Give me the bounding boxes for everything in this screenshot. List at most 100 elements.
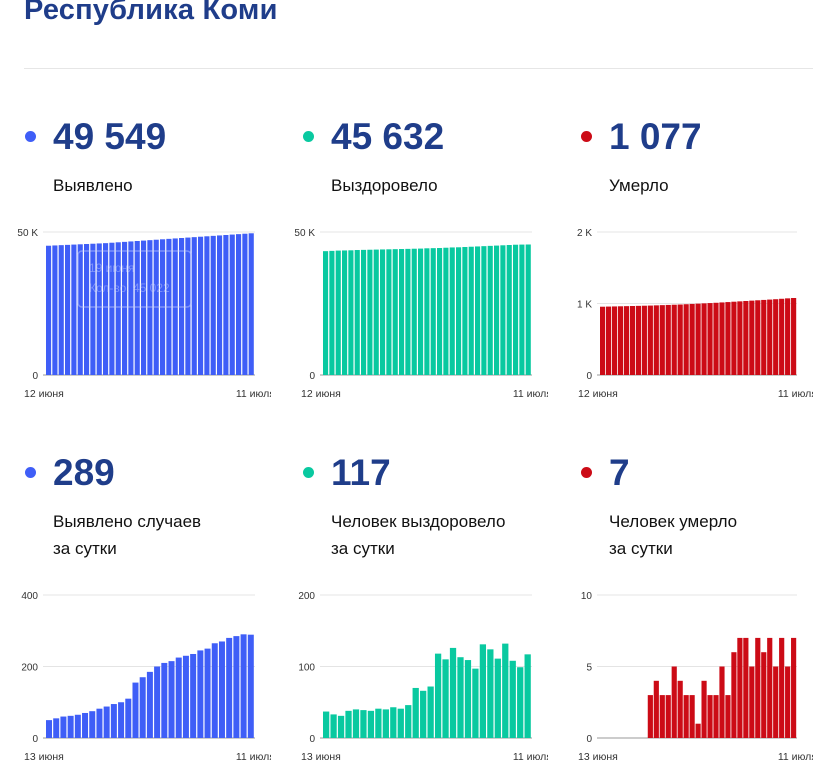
bar[interactable] <box>390 707 397 738</box>
bar[interactable] <box>175 657 182 738</box>
bar[interactable] <box>743 637 749 738</box>
bar[interactable] <box>502 643 509 738</box>
bar[interactable] <box>677 304 683 375</box>
bar[interactable] <box>449 247 455 375</box>
bar[interactable] <box>118 702 125 738</box>
bar[interactable] <box>46 245 52 375</box>
bar[interactable] <box>96 243 102 375</box>
bar[interactable] <box>659 305 665 375</box>
bar[interactable] <box>500 245 506 375</box>
bar[interactable] <box>247 634 254 738</box>
bar[interactable] <box>361 249 367 375</box>
bar[interactable] <box>506 245 512 375</box>
bar[interactable] <box>683 695 689 738</box>
bar[interactable] <box>695 303 701 375</box>
bar[interactable] <box>352 709 360 738</box>
bar[interactable] <box>139 677 146 738</box>
bar[interactable] <box>240 634 247 738</box>
bar[interactable] <box>749 666 755 739</box>
bar[interactable] <box>405 705 412 738</box>
bar[interactable] <box>449 647 457 738</box>
bar[interactable] <box>375 708 382 738</box>
bar[interactable] <box>354 250 360 375</box>
bar[interactable] <box>791 637 797 738</box>
bar[interactable] <box>60 716 67 738</box>
bar[interactable] <box>457 657 464 738</box>
bar[interactable] <box>382 709 389 738</box>
bar[interactable] <box>218 641 225 738</box>
bar[interactable] <box>141 240 147 375</box>
bar[interactable] <box>397 708 404 738</box>
bar[interactable] <box>182 655 189 738</box>
bar[interactable] <box>611 306 618 375</box>
bar[interactable] <box>360 710 367 738</box>
bar[interactable] <box>779 298 785 375</box>
bar[interactable] <box>479 644 487 738</box>
bar[interactable] <box>524 654 531 738</box>
bar[interactable] <box>110 704 117 738</box>
bar[interactable] <box>725 695 731 738</box>
bar[interactable] <box>242 233 248 375</box>
bar[interactable] <box>399 249 405 375</box>
bar[interactable] <box>653 680 659 738</box>
bar[interactable] <box>160 239 166 375</box>
bar[interactable] <box>420 690 427 738</box>
bar[interactable] <box>168 661 175 738</box>
bar[interactable] <box>146 671 153 738</box>
bar[interactable] <box>84 244 90 375</box>
bar[interactable] <box>115 242 121 375</box>
bar[interactable] <box>665 304 671 375</box>
bar[interactable] <box>647 695 653 738</box>
bar[interactable] <box>204 648 211 738</box>
bar[interactable] <box>345 710 352 738</box>
bar[interactable] <box>755 637 761 738</box>
bar[interactable] <box>430 248 436 375</box>
bar[interactable] <box>342 250 348 375</box>
bar[interactable] <box>713 695 719 738</box>
bar[interactable] <box>65 244 71 375</box>
bar[interactable] <box>226 637 233 738</box>
bar[interactable] <box>509 660 516 738</box>
bar[interactable] <box>233 636 240 738</box>
bar[interactable] <box>348 250 354 375</box>
bar[interactable] <box>337 715 345 738</box>
bar[interactable] <box>166 238 172 375</box>
bar[interactable] <box>665 695 671 738</box>
bar[interactable] <box>132 682 139 738</box>
bar[interactable] <box>46 720 53 738</box>
bar[interactable] <box>153 239 159 375</box>
bar[interactable] <box>147 240 153 375</box>
bar[interactable] <box>513 244 519 375</box>
bar[interactable] <box>683 304 689 375</box>
bar[interactable] <box>701 303 707 375</box>
bar[interactable] <box>386 249 392 375</box>
bar[interactable] <box>629 306 636 375</box>
bar[interactable] <box>731 652 737 738</box>
bar[interactable] <box>229 234 235 375</box>
bar[interactable] <box>179 238 185 375</box>
bar[interactable] <box>190 653 197 738</box>
bar[interactable] <box>412 687 419 738</box>
bar[interactable] <box>779 637 785 738</box>
bar[interactable] <box>773 666 779 739</box>
bar[interactable] <box>487 649 494 738</box>
bar[interactable] <box>773 299 779 375</box>
bar[interactable] <box>641 305 647 375</box>
bar[interactable] <box>329 250 335 375</box>
bar[interactable] <box>689 695 695 738</box>
bar[interactable] <box>122 241 128 375</box>
bar[interactable] <box>647 305 653 375</box>
bar[interactable] <box>623 306 630 375</box>
bar[interactable] <box>58 245 64 375</box>
bar[interactable] <box>761 652 767 738</box>
bar[interactable] <box>161 662 168 738</box>
bar[interactable] <box>442 659 449 738</box>
bar[interactable] <box>519 244 525 375</box>
bar[interactable] <box>323 251 329 375</box>
bar[interactable] <box>725 302 731 375</box>
bar[interactable] <box>487 245 493 375</box>
bar[interactable] <box>380 249 386 375</box>
bar[interactable] <box>210 235 216 375</box>
bar[interactable] <box>456 247 462 375</box>
bar[interactable] <box>689 303 695 375</box>
